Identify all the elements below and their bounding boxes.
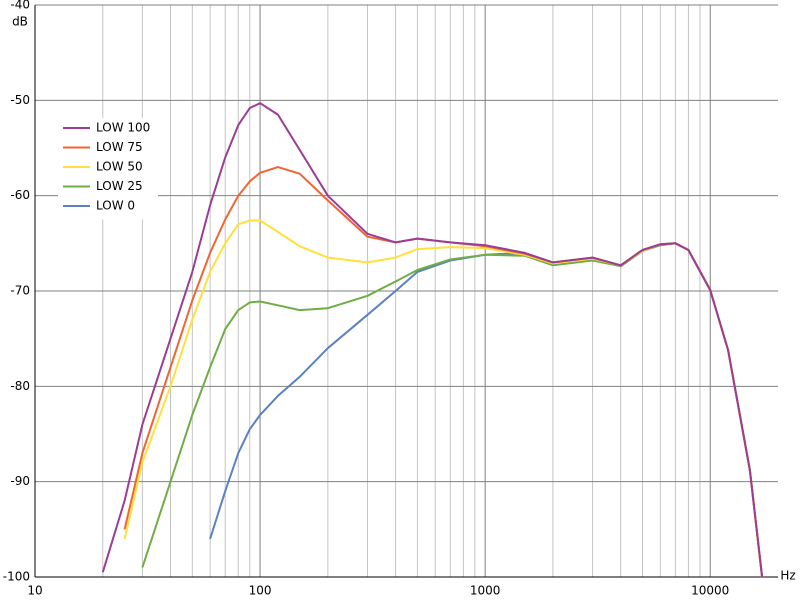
x-axis-label: Hz xyxy=(780,569,795,583)
y-tick-label: -60 xyxy=(10,188,30,202)
y-tick-label: -70 xyxy=(10,284,30,298)
legend-label: LOW 50 xyxy=(96,160,143,174)
legend-label: LOW 0 xyxy=(96,199,135,213)
x-tick-label: 1000 xyxy=(470,584,501,598)
series-line xyxy=(101,102,764,578)
y-tick-label: -80 xyxy=(10,379,30,393)
legend-label: LOW 75 xyxy=(96,140,143,154)
y-tick-label: -100 xyxy=(3,570,30,584)
y-tick-label: -40 xyxy=(10,0,30,12)
x-tick-label: 100 xyxy=(249,584,272,598)
y-axis-label: dB xyxy=(12,15,28,29)
y-tick-label: -50 xyxy=(10,93,30,107)
legend-box xyxy=(58,118,158,220)
x-tick-label: 10 xyxy=(27,584,42,598)
legend-label: LOW 100 xyxy=(96,121,150,135)
x-tick-label: 10000 xyxy=(691,584,729,598)
y-tick-label: -90 xyxy=(10,474,30,488)
legend-label: LOW 25 xyxy=(96,179,143,193)
